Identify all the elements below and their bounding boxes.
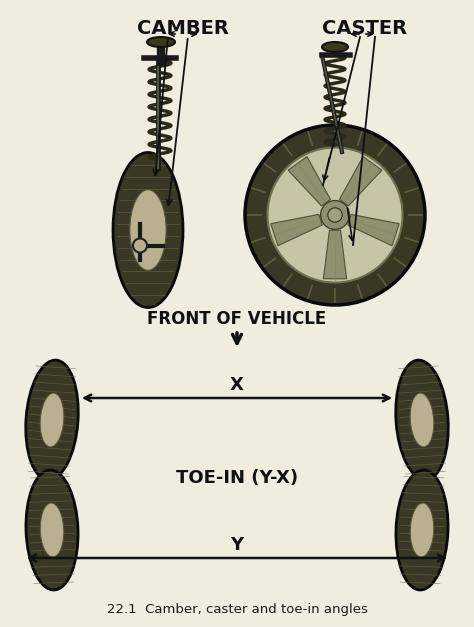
Ellipse shape [26,470,78,590]
Text: CAMBER: CAMBER [137,19,229,38]
Ellipse shape [40,393,64,447]
Text: CASTER: CASTER [322,19,408,38]
Ellipse shape [396,360,448,480]
Polygon shape [339,157,382,206]
Ellipse shape [147,37,175,47]
Ellipse shape [26,360,78,480]
Text: 22.1  Camber, caster and toe-in angles: 22.1 Camber, caster and toe-in angles [107,604,367,616]
Circle shape [320,201,349,229]
Ellipse shape [410,503,434,557]
Text: X: X [230,376,244,394]
Polygon shape [348,214,399,246]
Ellipse shape [113,152,183,307]
Ellipse shape [322,42,348,52]
Ellipse shape [130,190,166,270]
Circle shape [245,125,425,305]
Ellipse shape [40,503,64,557]
Text: TOE-IN (Y-X): TOE-IN (Y-X) [176,469,298,487]
Text: FRONT OF VEHICLE: FRONT OF VEHICLE [147,310,327,328]
Ellipse shape [396,470,448,590]
Circle shape [328,208,342,222]
Polygon shape [271,214,322,246]
Polygon shape [323,230,346,279]
Circle shape [133,238,147,253]
Polygon shape [288,157,330,206]
Circle shape [267,147,402,283]
Text: Y: Y [230,536,244,554]
Ellipse shape [410,393,434,447]
